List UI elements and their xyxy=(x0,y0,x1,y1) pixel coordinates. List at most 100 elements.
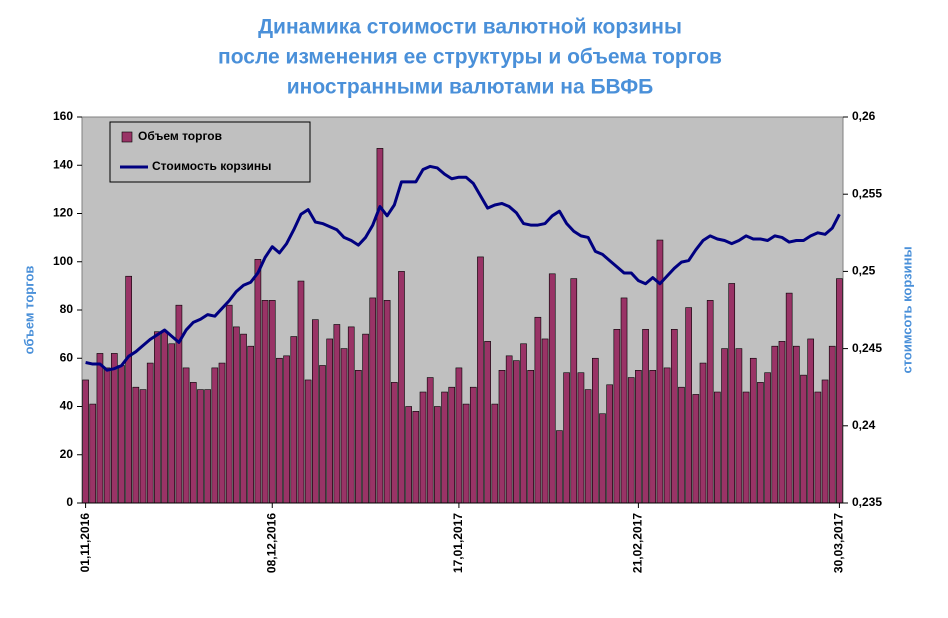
bar xyxy=(541,338,549,504)
bar xyxy=(340,348,348,504)
legend-swatch xyxy=(121,131,133,143)
bar xyxy=(441,391,448,504)
bar xyxy=(110,353,118,504)
bar xyxy=(96,353,104,504)
bar xyxy=(146,362,154,504)
bar xyxy=(714,391,721,504)
y-tick-label: 120 xyxy=(53,206,73,220)
bar xyxy=(534,316,542,504)
line xyxy=(85,164,841,372)
x-tick-label: 08,12,2016 xyxy=(264,513,278,573)
bar xyxy=(462,403,470,504)
bar xyxy=(312,319,319,504)
bar xyxy=(505,355,513,504)
bar xyxy=(426,377,434,504)
bar xyxy=(355,370,362,504)
legend xyxy=(109,121,311,183)
bar xyxy=(663,367,671,504)
bar xyxy=(175,304,183,504)
bar xyxy=(793,345,800,504)
bar xyxy=(268,300,276,504)
bar xyxy=(548,273,556,504)
bar xyxy=(635,370,642,504)
bar xyxy=(118,365,125,504)
y-tick-label: 80 xyxy=(60,302,74,316)
bar xyxy=(225,304,233,504)
y-tick-label: 60 xyxy=(60,350,74,364)
bar xyxy=(757,382,764,504)
bar xyxy=(362,333,369,504)
bar xyxy=(778,341,786,504)
bar xyxy=(692,394,700,504)
bar xyxy=(89,403,97,504)
bar xyxy=(103,367,111,504)
bar xyxy=(749,357,757,504)
bar xyxy=(721,348,728,504)
bar xyxy=(240,333,247,504)
bar xyxy=(477,256,484,504)
bar xyxy=(204,389,211,504)
y-tick-label: 0 xyxy=(66,495,73,509)
bar xyxy=(771,345,779,504)
bar xyxy=(764,372,771,504)
legend-label: Стоимость корзины xyxy=(152,159,271,173)
bar xyxy=(814,391,822,504)
bar xyxy=(498,370,506,504)
bar xyxy=(139,389,147,504)
bar xyxy=(276,357,283,504)
y2-tick-label: 0,24 xyxy=(852,418,876,432)
bar xyxy=(132,386,140,504)
bar xyxy=(82,379,89,504)
bar xyxy=(785,292,793,504)
bar xyxy=(491,403,499,504)
y2-tick-label: 0,255 xyxy=(852,186,882,200)
y-tick-label: 40 xyxy=(60,399,74,413)
y-tick-label: 100 xyxy=(53,254,73,268)
bar xyxy=(599,413,606,504)
bar xyxy=(685,307,692,504)
bar xyxy=(125,275,132,504)
bar xyxy=(699,362,707,504)
y2-tick-label: 0,235 xyxy=(852,495,882,509)
bar xyxy=(800,374,807,504)
bar xyxy=(728,283,736,504)
bar xyxy=(398,271,405,504)
bar xyxy=(670,328,678,504)
bar xyxy=(369,297,377,504)
bar xyxy=(570,278,578,504)
bar xyxy=(347,326,355,504)
bar xyxy=(448,386,456,504)
bar xyxy=(412,411,420,504)
bar xyxy=(563,372,570,504)
y-tick-label: 20 xyxy=(60,447,74,461)
bar xyxy=(606,384,613,504)
bar xyxy=(197,389,204,504)
bar xyxy=(556,430,563,504)
bar xyxy=(484,341,491,504)
bar xyxy=(584,389,592,504)
bar xyxy=(283,355,290,504)
bar xyxy=(376,148,384,504)
bar xyxy=(520,343,527,504)
bar xyxy=(290,336,298,504)
y2-axis-title: стоимсоть корзины xyxy=(899,246,914,373)
legend-label: Объем торгов xyxy=(138,129,222,143)
bar xyxy=(706,300,714,504)
bar xyxy=(261,300,269,504)
y-axis-title: объем торгов xyxy=(21,266,36,355)
bar xyxy=(319,365,326,504)
bar xyxy=(390,382,398,504)
chart-title: Динамика стоимости валютной корзины xyxy=(258,16,682,39)
bar xyxy=(828,345,836,504)
y-tick-label: 140 xyxy=(53,157,73,171)
bar xyxy=(247,345,255,504)
chart-title: после изменения ее структуры и объема то… xyxy=(218,46,722,69)
bar xyxy=(836,278,843,504)
bar xyxy=(678,386,685,504)
bar xyxy=(649,370,657,504)
bar xyxy=(383,300,391,504)
bar xyxy=(821,379,829,504)
bar xyxy=(469,386,477,504)
bar xyxy=(154,331,161,504)
bar xyxy=(218,362,226,504)
